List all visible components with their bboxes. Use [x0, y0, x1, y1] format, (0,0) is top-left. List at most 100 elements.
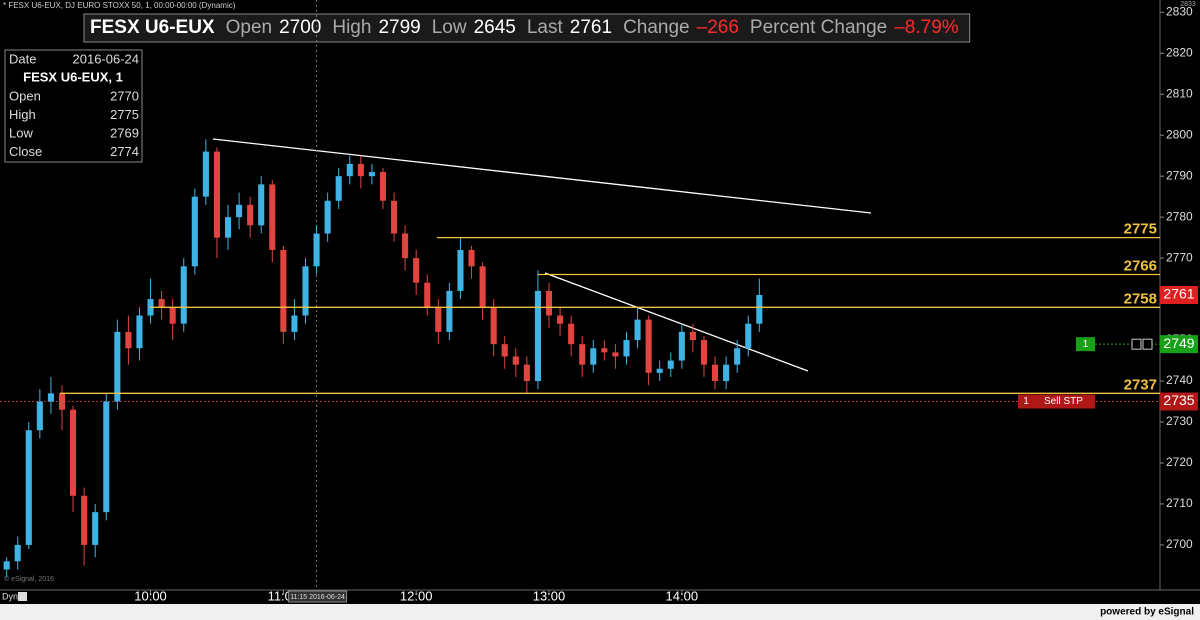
quote-field-name: Change [623, 17, 690, 38]
y-tick-label: 2830 [1166, 4, 1193, 18]
stop-qty: 1 [1023, 396, 1029, 407]
order-cancel[interactable] [1142, 338, 1153, 350]
y-axis-top: 2833 [1180, 1, 1196, 8]
y-tick-label: 2820 [1166, 45, 1193, 59]
candle-body [424, 282, 431, 308]
candle-body [446, 290, 453, 332]
y-tick-label: 2770 [1166, 250, 1193, 264]
trendline [544, 272, 809, 372]
candle-body [501, 344, 508, 357]
window-title: * FESX U6-EUX, DJ EURO STOXX 50, 1, 00:0… [3, 1, 236, 10]
info-value: 2016-06-24 [73, 51, 140, 66]
info-label: High [9, 107, 36, 122]
order-tag [1160, 335, 1198, 354]
candle-body [269, 184, 276, 250]
y-tick-label: 2780 [1166, 209, 1193, 223]
candle-body [723, 364, 730, 382]
info-label: Close [9, 144, 42, 159]
candle-body [468, 249, 475, 267]
candle-body [191, 196, 198, 267]
quote-box [83, 13, 971, 43]
candle-body [413, 258, 420, 283]
candle-body [612, 352, 619, 357]
candle-body [435, 307, 442, 332]
y-tick-label: 2790 [1166, 168, 1193, 182]
candle-body [523, 364, 530, 382]
crosshair-label: 11:15 2016-06-24 [290, 594, 345, 601]
candle-body [291, 315, 298, 332]
candle-body [92, 512, 99, 545]
data-window-box [4, 49, 143, 163]
last-price-tag [1160, 286, 1198, 304]
candle-body [656, 368, 663, 373]
order-qty-box[interactable] [1076, 337, 1095, 352]
candle-body [391, 200, 398, 234]
info-value: 2770 [110, 88, 139, 103]
last-price: 2761 [1163, 286, 1194, 302]
y-tick-label: 2810 [1166, 86, 1193, 100]
candle-body [734, 348, 741, 365]
credit: powered by eSignal [1100, 607, 1194, 618]
stop-label: Sell STP [1044, 396, 1083, 407]
candle-body [557, 315, 564, 324]
candle-body [280, 249, 287, 332]
x-tick-label: 13:00 [533, 588, 566, 603]
candle-body [579, 344, 586, 365]
axis-mode[interactable]: Dyn [2, 591, 18, 601]
candle-body [103, 401, 110, 513]
quote-field-name: Open [226, 17, 272, 38]
data-window: Date 2016-06-24 FESX U6-EUX, 1 Open 2770 H… [4, 49, 143, 163]
stop-price: 2735 [1163, 392, 1194, 408]
y-tick-label: 2700 [1166, 537, 1193, 551]
x-tick-label: 10:00 [134, 588, 167, 603]
candle-body [402, 233, 409, 259]
candle-body [590, 348, 597, 365]
level-label: 2737 [1124, 376, 1157, 393]
info-label: Low [9, 125, 33, 140]
candle-body [534, 290, 541, 382]
quote-field-value: –8.79% [894, 17, 959, 38]
candle-body [711, 364, 719, 382]
candle-body [634, 319, 641, 341]
candle-body [689, 331, 696, 341]
stop-tag [1160, 392, 1198, 411]
crosshair-tag [288, 590, 348, 603]
candle-body [335, 176, 342, 201]
order-price: 2749 [1163, 335, 1194, 351]
candle-body [357, 163, 364, 177]
candle-body [678, 331, 685, 361]
quote-field-value: 2799 [378, 17, 420, 38]
info-label: Open [9, 88, 41, 103]
candle-body [313, 233, 320, 267]
order-button[interactable] [1131, 338, 1142, 350]
y-tick-label: 2720 [1166, 455, 1193, 469]
x-tick-label: 14:00 [666, 588, 699, 603]
stop-box[interactable] [1018, 394, 1095, 409]
copyright: © eSignal, 2016 [4, 575, 54, 583]
candle-body [568, 323, 575, 345]
y-tick-label: 2730 [1166, 414, 1193, 428]
level-label: 2758 [1124, 290, 1157, 307]
candle-body [379, 172, 387, 201]
candle-body [512, 356, 519, 365]
candle-body [81, 495, 88, 545]
info-value: 2769 [110, 125, 139, 140]
quote-field-value: 2700 [279, 17, 321, 38]
trendline [212, 138, 872, 214]
candle-body [346, 163, 353, 177]
candle-body [247, 204, 254, 226]
candle-body [601, 348, 608, 353]
axis-mode-icon[interactable] [18, 592, 27, 601]
candle-body [202, 151, 209, 197]
candle-body [36, 401, 43, 431]
candle-body [58, 393, 66, 410]
candle-body [258, 184, 265, 226]
candle-body [457, 249, 464, 291]
quote-field-value: –266 [697, 17, 739, 38]
candle-body [125, 331, 132, 349]
info-value: 2774 [110, 144, 139, 159]
candle-body [645, 319, 652, 373]
y-tick-label: 2800 [1166, 127, 1193, 141]
quote-field-name: Last [527, 17, 564, 38]
candle-body [623, 340, 630, 357]
